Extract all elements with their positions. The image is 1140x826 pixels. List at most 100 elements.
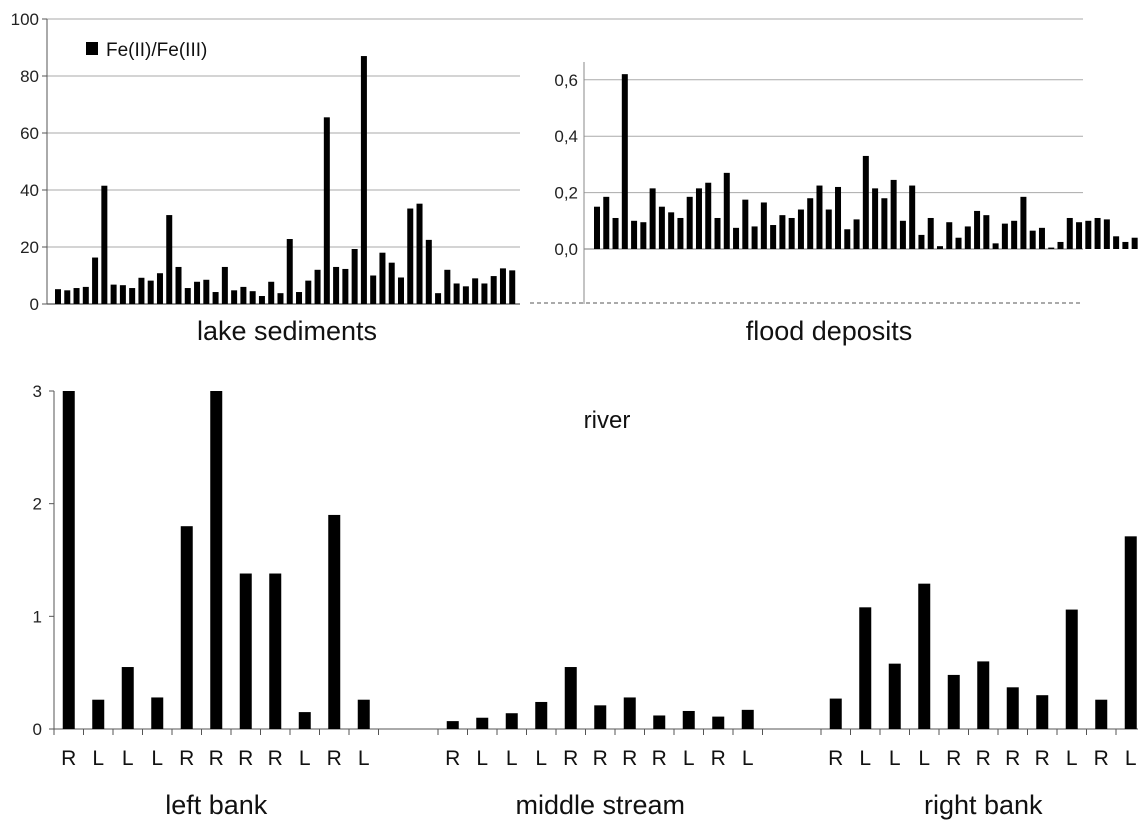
x-category-label: L [889,747,901,770]
bar [62,391,75,729]
bar [899,220,906,249]
bar [121,667,134,729]
bar [686,196,693,249]
y-tick-label: 60 [20,124,39,143]
x-category-label: L [1066,747,1078,770]
bar [712,716,725,729]
bar [298,712,311,729]
bar [807,198,814,249]
bar [1057,241,1064,249]
bar [631,220,638,249]
x-axis-label: lake sediments [197,316,377,346]
y-tick-label: 0 [33,720,42,739]
bar [388,262,395,304]
x-category-label: R [268,747,283,770]
bar [509,270,516,304]
bar [829,698,842,729]
bar [286,239,293,304]
panel-annotation: river [584,407,631,434]
group-label: left bank [165,790,268,820]
bar [594,705,607,729]
bar [872,188,879,249]
bar [64,290,71,304]
bar [490,276,497,304]
bar [881,198,888,249]
bar [1094,217,1101,249]
bar [1048,247,1055,249]
bar [564,667,577,729]
y-tick-label: 20 [20,238,39,257]
x-category-label: R [445,747,460,770]
bar [499,268,506,304]
bar [314,269,321,304]
bar [977,661,990,729]
bar [1065,609,1078,729]
x-category-label: R [1035,747,1050,770]
bar [1029,230,1036,249]
bar [1113,236,1120,249]
y-tick-label: 0,2 [554,184,578,203]
bar [92,699,105,729]
bar [110,284,117,304]
bar [221,266,228,304]
bar [888,663,901,729]
bar [890,179,897,249]
bar [723,172,730,249]
bar [1122,241,1129,249]
bar [983,215,990,249]
bar [231,290,238,304]
bar [151,697,164,729]
bar [594,206,600,249]
bar [658,206,665,249]
bar [705,182,712,249]
bar [194,281,201,304]
bar [328,514,341,729]
legend-swatch [86,42,98,55]
bar [974,210,981,249]
bar [184,288,191,304]
legend-label: Fe(II)/Fe(III) [106,40,207,61]
bar [166,215,173,304]
bar [779,215,786,249]
x-category-label: L [859,747,871,770]
bar [210,391,223,729]
bar [277,293,284,304]
bar [147,280,154,304]
bar [357,699,370,729]
bar [175,266,182,304]
bar [751,226,758,249]
y-tick-label: 0,0 [554,240,578,259]
bar [955,237,962,249]
bar [360,56,367,304]
bar [640,222,647,249]
bar [101,185,108,304]
bar [323,117,330,304]
bar [1036,695,1049,729]
bar [853,219,860,249]
bar [714,217,721,249]
bar [1085,220,1092,249]
bar [653,715,666,729]
x-category-label: R [622,747,637,770]
y-tick-label: 0,4 [554,127,578,146]
x-category-label: L [358,747,370,770]
bar [649,188,656,249]
x-category-label: R [61,747,76,770]
x-axis-label: flood deposits [746,316,913,346]
x-category-label: R [946,747,961,770]
bar [797,209,804,249]
lake-sediments-panel: 0 20 40 60 80 100 Fe(II)/Fe(III) lake sediments [11,10,1083,346]
bar [180,526,193,729]
bar [668,212,675,249]
bar [446,721,459,729]
bar [1006,687,1019,729]
bar [760,202,767,249]
bar [435,293,442,304]
x-category-label: R [593,747,608,770]
x-category-label: R [828,747,843,770]
bar [73,288,80,304]
bar [742,199,749,249]
bar [825,209,832,249]
bar [129,288,136,304]
